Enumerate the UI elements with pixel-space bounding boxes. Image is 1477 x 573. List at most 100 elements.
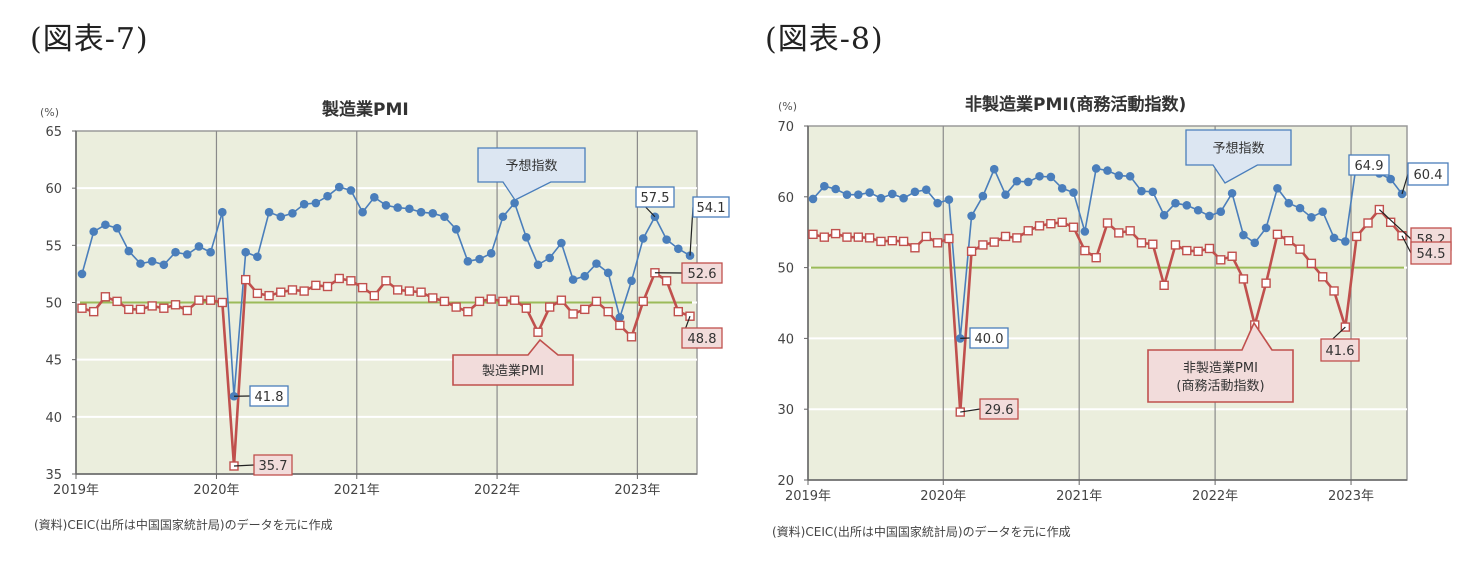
data-label-leader xyxy=(960,408,981,413)
y-tick-label: 40 xyxy=(45,411,62,426)
y-tick-label: 40 xyxy=(777,332,794,347)
pmi-marker xyxy=(1204,243,1215,254)
pmi-marker xyxy=(853,232,864,242)
pmi-marker xyxy=(1148,239,1158,249)
expectations-marker xyxy=(1035,171,1044,181)
expectations-marker xyxy=(1159,210,1169,220)
expectations-marker xyxy=(124,246,134,256)
chart-8-source: (資料)CEIC(出所は中国国家統計局)のデータを元に作成 xyxy=(772,525,1071,539)
expectations-marker xyxy=(1341,237,1350,246)
pmi-marker xyxy=(921,231,931,242)
pmi-marker xyxy=(556,295,567,305)
pmi-marker xyxy=(1136,238,1147,248)
expectations-marker xyxy=(910,187,920,197)
data-label: 54.1 xyxy=(697,201,726,216)
expectations-marker xyxy=(674,244,683,254)
expectations-marker xyxy=(1216,207,1226,216)
pmi-marker xyxy=(1034,221,1045,231)
data-label: 40.0 xyxy=(975,332,1004,347)
pmi-marker xyxy=(898,236,909,247)
data-label-leader xyxy=(1378,209,1412,240)
x-tick-label: 2019年 xyxy=(785,489,831,504)
pmi-marker xyxy=(77,303,87,313)
expectations-marker xyxy=(241,247,250,257)
pmi-callout-label: 非製造業PMI xyxy=(1183,360,1258,376)
y-tick-label: 60 xyxy=(777,191,794,206)
data-label-box xyxy=(1348,154,1390,176)
data-label-box xyxy=(635,186,675,208)
pmi-marker xyxy=(1329,286,1339,296)
pmi-marker xyxy=(1170,240,1181,250)
pmi-marker xyxy=(451,302,461,312)
data-label: 41.8 xyxy=(255,390,284,405)
pmi-marker xyxy=(463,306,473,317)
expectations-marker xyxy=(1012,176,1022,186)
expectations-marker xyxy=(440,212,449,222)
expectations-marker xyxy=(592,259,601,268)
pmi-marker xyxy=(544,302,555,312)
expectations-marker xyxy=(933,198,942,208)
expectations-marker xyxy=(876,193,886,203)
pmi-marker xyxy=(1012,233,1022,243)
pmi-callout-label: (商務活動指数) xyxy=(1176,379,1264,394)
x-tick-label: 2020年 xyxy=(193,483,239,498)
chart-7-source: (資料)CEIC(出所は中国国家統計局)のデータを元に作成 xyxy=(34,518,333,532)
pmi-marker xyxy=(966,246,977,257)
expectations-marker xyxy=(887,189,897,199)
pmi-marker xyxy=(638,296,648,307)
figure-8-label: (図表-8) xyxy=(765,22,884,57)
expectations-marker xyxy=(1125,171,1135,181)
expectations-marker xyxy=(627,276,636,286)
expectations-marker xyxy=(1318,207,1328,216)
expectations-marker xyxy=(1001,190,1010,199)
data-label: 29.6 xyxy=(985,403,1014,418)
manufacturing-pmi-chart: 35 40 45 50 55 60 65 2019年 2020年 2021年 2022年 2023年 予… xyxy=(45,125,730,498)
expectations-marker xyxy=(253,252,262,262)
pmi-marker xyxy=(439,296,450,307)
y-tick-label: 20 xyxy=(777,474,794,489)
data-label-box xyxy=(681,327,723,349)
pmi-marker xyxy=(1284,235,1294,246)
expectations-marker xyxy=(171,247,180,257)
pmi-marker xyxy=(661,276,672,286)
expectations-marker xyxy=(1046,172,1056,182)
data-label-leader xyxy=(1401,173,1409,195)
expectations-marker xyxy=(1329,233,1339,243)
pmi-marker xyxy=(1159,280,1169,290)
expectations-marker xyxy=(89,227,98,236)
expectations-marker xyxy=(1205,211,1214,221)
expectations-marker xyxy=(1284,198,1294,208)
pmi-marker xyxy=(615,320,625,331)
pmi-marker xyxy=(381,276,391,286)
expectations-marker xyxy=(358,207,367,217)
expectations-marker xyxy=(557,238,566,248)
pmi-marker xyxy=(591,296,602,307)
pmi-marker xyxy=(1057,217,1067,227)
pmi-marker xyxy=(944,233,954,244)
figure-7-label: (図表-7) xyxy=(30,22,149,57)
data-label: 35.7 xyxy=(259,459,288,474)
expectations-marker xyxy=(1148,187,1158,197)
expectations-marker xyxy=(842,190,852,199)
plot-area xyxy=(807,125,1408,481)
pmi-marker xyxy=(1351,231,1362,242)
x-tick-label: 2022年 xyxy=(1192,489,1238,504)
pmi-marker xyxy=(1102,218,1113,228)
expectations-marker xyxy=(1295,203,1305,213)
pmi-marker xyxy=(112,296,122,307)
expectations-marker xyxy=(334,182,344,192)
expectations-marker xyxy=(1023,177,1033,187)
pmi-marker xyxy=(217,297,228,308)
expectations-marker xyxy=(381,201,391,210)
x-tick-label: 2023年 xyxy=(614,483,660,498)
y-tick-label: 45 xyxy=(45,354,62,369)
expectations-marker xyxy=(486,249,496,258)
pmi-marker xyxy=(147,301,157,311)
pmi-marker xyxy=(989,237,999,247)
chart-8-unit: (%) xyxy=(778,100,798,113)
pmi-callout xyxy=(1147,321,1294,403)
pmi-marker xyxy=(205,295,216,305)
expectations-marker xyxy=(978,191,988,201)
data-label: 60.4 xyxy=(1414,168,1443,183)
pmi-marker xyxy=(808,229,818,240)
